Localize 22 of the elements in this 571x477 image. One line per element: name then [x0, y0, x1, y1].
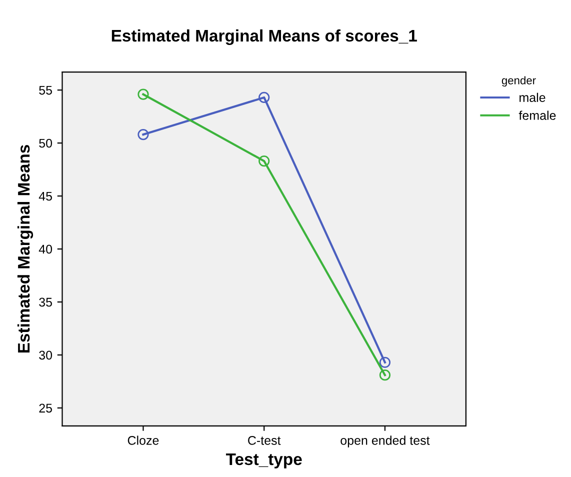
x-tick-label: open ended test [340, 436, 430, 448]
legend-label: male [520, 92, 546, 102]
point [379, 356, 391, 368]
point [138, 88, 149, 100]
y-tick-label: 55 [39, 86, 52, 95]
x-tick-label: Cloze [128, 436, 159, 445]
y-tick-label: 25 [39, 404, 52, 413]
y-tick-label: 40 [38, 244, 52, 254]
x-axis-title: Test_type [226, 454, 302, 468]
chart-title: Estimated Marginal Means of scores_1 [112, 29, 417, 46]
point [258, 92, 270, 104]
y-tick-label: 35 [39, 298, 52, 307]
y-tick-label: 50 [39, 138, 52, 148]
x-tick-label: C-test [248, 436, 281, 445]
point [138, 128, 149, 140]
legend-title: gender [502, 76, 536, 87]
y-tick-label: 45 [38, 192, 52, 201]
point [379, 370, 391, 381]
y-tick-label: 30 [39, 350, 52, 360]
y-axis-title: Estimated Marginal Means [17, 145, 34, 353]
legend-label: female [518, 110, 556, 120]
point [258, 155, 270, 167]
